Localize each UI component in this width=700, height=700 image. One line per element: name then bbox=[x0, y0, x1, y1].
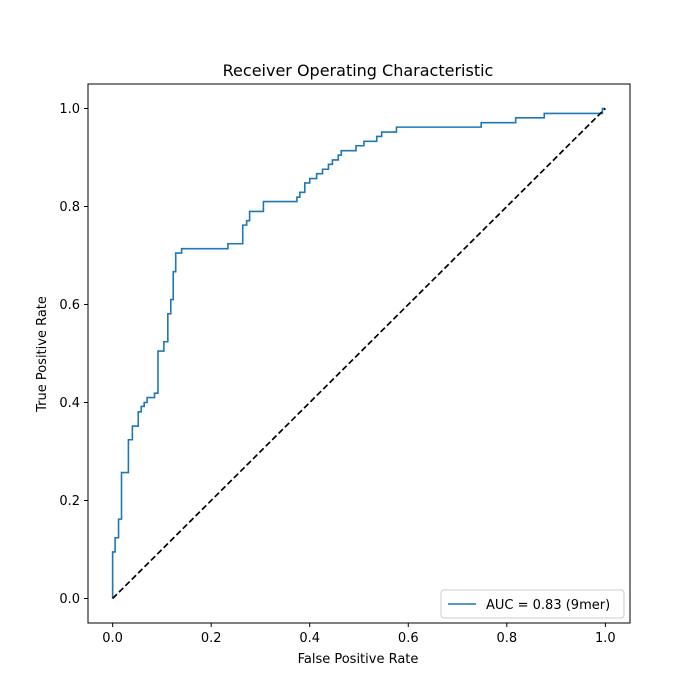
x-axis-label: False Positive Rate bbox=[298, 652, 419, 667]
legend-box bbox=[440, 589, 625, 619]
y-tick-label: 0.4 bbox=[59, 396, 80, 411]
roc-curve-line bbox=[111, 107, 606, 599]
axis-ticks: 0.0 0.2 0.4 0.6 0.8 1.0 0.0 0.2 0.4 0.6 0.8 1.0 bbox=[59, 102, 615, 646]
x-tick-label: 1.0 bbox=[595, 631, 616, 646]
chart-title: Receiver Operating Characteristic bbox=[223, 61, 494, 80]
plot-area bbox=[111, 107, 606, 600]
x-tick-label: 0.8 bbox=[496, 631, 517, 646]
y-tick-label: 0.8 bbox=[59, 200, 80, 215]
x-tick-label: 0.4 bbox=[299, 631, 320, 646]
legend: AUC = 0.83 (9mer) bbox=[440, 589, 625, 619]
y-tick-label: 0.0 bbox=[59, 592, 80, 607]
y-tick-label: 0.2 bbox=[59, 494, 80, 509]
legend-label-roc: AUC = 0.83 (9mer) bbox=[486, 598, 610, 613]
y-tick-label: 1.0 bbox=[59, 102, 80, 117]
y-axis-label: True Positive Rate bbox=[35, 296, 50, 413]
x-tick-label: 0.6 bbox=[398, 631, 419, 646]
y-tick-label: 0.6 bbox=[59, 298, 80, 313]
plot-frame bbox=[87, 83, 631, 624]
x-tick-label: 0.2 bbox=[201, 631, 222, 646]
x-tick-label: 0.0 bbox=[102, 631, 123, 646]
chance-diagonal-line bbox=[112, 107, 606, 600]
